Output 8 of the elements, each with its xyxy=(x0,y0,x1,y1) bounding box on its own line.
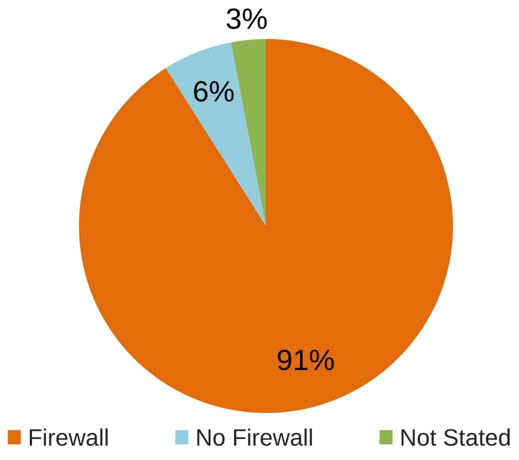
data-label: 91% xyxy=(278,350,334,370)
legend-label: Firewall xyxy=(30,428,108,446)
data-label: 3% xyxy=(226,8,267,30)
pie-slice xyxy=(79,39,453,413)
legend-label: No Firewall xyxy=(197,428,312,446)
pie-slice xyxy=(166,42,266,226)
legend-label: Not Stated xyxy=(402,428,510,446)
data-label: 6% xyxy=(194,81,234,102)
